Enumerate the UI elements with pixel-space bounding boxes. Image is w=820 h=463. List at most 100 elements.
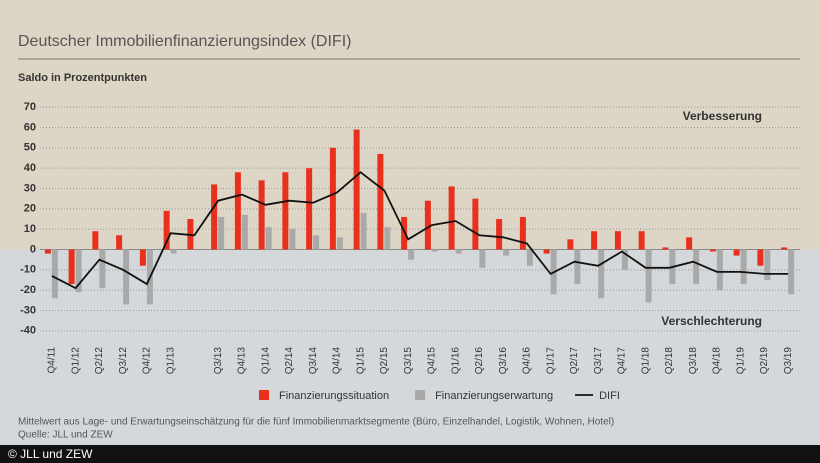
x-tick-label: Q1/18 <box>640 347 651 375</box>
bar <box>638 231 645 250</box>
x-tick-label: Q1/12 <box>70 347 81 375</box>
bar <box>336 237 343 250</box>
footnote: Mittelwert aus Lage- und Erwartungseinsc… <box>18 417 614 428</box>
x-tick-label: Q4/18 <box>712 347 723 375</box>
bar <box>645 249 652 303</box>
bar <box>614 231 621 250</box>
legend-label: DIFI <box>599 390 620 402</box>
bar <box>306 168 313 250</box>
bar <box>788 249 795 295</box>
y-tick-label: -20 <box>20 284 36 296</box>
bar <box>519 216 526 250</box>
y-tick-label: 70 <box>24 101 36 113</box>
y-tick-label: 60 <box>24 121 36 133</box>
y-tick-label: -40 <box>20 325 36 337</box>
bar <box>258 180 265 250</box>
annotation: Verbesserung <box>683 109 762 123</box>
x-tick-label: Q4/15 <box>427 347 438 375</box>
x-tick-label: Q4/17 <box>617 347 628 375</box>
x-tick-label: Q2/17 <box>569 347 580 375</box>
bar <box>313 235 320 250</box>
y-tick-label: -10 <box>20 264 36 276</box>
x-tick-label: Q1/13 <box>165 347 176 375</box>
credit-bar <box>0 445 820 463</box>
credit: © JLL und ZEW <box>8 447 93 461</box>
y-tick-label: 30 <box>24 182 36 194</box>
bar <box>693 249 700 285</box>
bar <box>44 249 51 254</box>
bar <box>757 249 764 266</box>
bar <box>574 249 581 285</box>
legend-swatch <box>415 390 426 400</box>
bar <box>567 239 574 250</box>
bar <box>455 249 462 254</box>
bar <box>662 247 669 250</box>
x-tick-label: Q4/14 <box>332 347 343 375</box>
x-tick-label: Q1/16 <box>450 347 461 375</box>
bar <box>289 229 296 250</box>
bar <box>496 219 503 250</box>
bar <box>408 249 415 260</box>
bar <box>503 249 510 256</box>
bar <box>543 249 550 254</box>
legend-label: Finanzierungssituation <box>279 390 389 402</box>
x-tick-label: Q2/12 <box>94 347 105 375</box>
x-tick-label: Q3/18 <box>688 347 699 375</box>
y-tick-label: 0 <box>30 243 36 255</box>
bar <box>781 247 788 250</box>
y-tick-label: 20 <box>24 203 36 215</box>
bar <box>99 249 106 289</box>
y-tick-label: 40 <box>24 162 36 174</box>
y-tick-label: -30 <box>20 304 36 316</box>
source: Quelle: JLL und ZEW <box>18 430 113 441</box>
chart-title: Deutscher Immobilienfinanzierungsindex (… <box>18 33 351 50</box>
x-tick-label: Q4/16 <box>522 347 533 375</box>
x-tick-label: Q2/14 <box>284 347 295 375</box>
bar <box>401 216 408 250</box>
bar <box>472 198 479 250</box>
subtitle: Saldo in Prozentpunkten <box>18 72 147 84</box>
x-tick-label: Q3/17 <box>593 347 604 375</box>
x-tick-label: Q3/14 <box>308 347 319 375</box>
bar <box>526 249 533 266</box>
bar <box>377 153 384 250</box>
x-tick-label: Q2/16 <box>474 347 485 375</box>
bar <box>265 227 272 250</box>
bar <box>218 216 225 250</box>
bar <box>598 249 605 299</box>
x-tick-label: Q1/14 <box>260 347 271 375</box>
bar <box>75 249 82 293</box>
bar <box>424 200 431 250</box>
bar <box>170 249 177 254</box>
x-tick-label: Q3/13 <box>213 347 224 375</box>
bar <box>360 212 367 250</box>
x-tick-label: Q4/11 <box>47 347 58 374</box>
x-tick-label: Q1/17 <box>545 347 556 375</box>
bar <box>163 210 170 250</box>
bar <box>448 186 455 250</box>
legend-swatch <box>259 390 269 400</box>
bar <box>621 249 628 270</box>
y-tick-label: 10 <box>24 223 36 235</box>
bar <box>764 249 771 280</box>
legend-label: Finanzierungserwartung <box>435 390 553 402</box>
bar <box>329 147 336 250</box>
x-tick-label: Q1/19 <box>735 347 746 375</box>
x-tick-label: Q3/15 <box>403 347 414 375</box>
bar <box>282 172 289 250</box>
bar <box>68 249 75 285</box>
bar <box>211 184 218 250</box>
bar <box>686 237 693 250</box>
line <box>51 171 789 290</box>
annotation: Verschlechterung <box>661 314 762 328</box>
bar <box>139 249 146 266</box>
x-tick-label: Q2/18 <box>664 347 675 375</box>
bar <box>591 231 598 250</box>
bar <box>733 249 740 256</box>
x-tick-label: Q2/15 <box>379 347 390 375</box>
x-tick-label: Q3/19 <box>783 347 794 375</box>
x-tick-label: Q4/12 <box>142 347 153 375</box>
bar <box>740 249 747 285</box>
bar <box>353 129 360 250</box>
